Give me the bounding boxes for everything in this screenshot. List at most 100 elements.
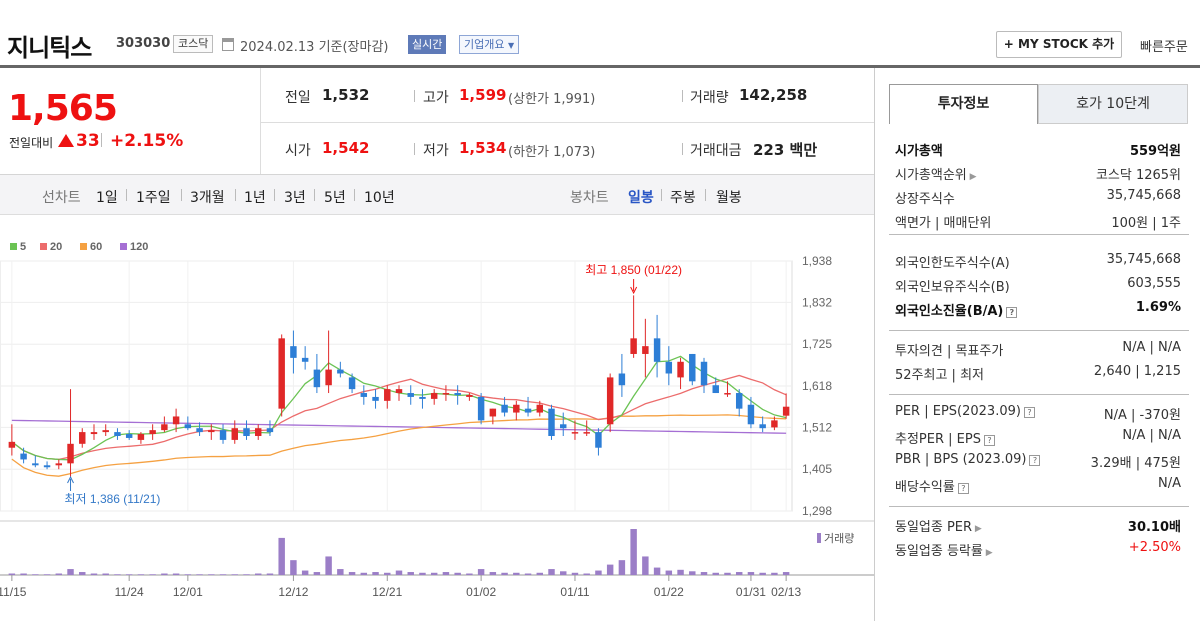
- candle-body: [90, 432, 98, 435]
- info-row: PER | EPS(2023.09)? N/A | -370원: [895, 404, 1181, 424]
- info-row: 외국인한도주식수(A) 35,745,668: [895, 252, 1181, 272]
- period-10y[interactable]: 10년: [364, 190, 395, 206]
- candle-body: [712, 385, 719, 394]
- section-divider: [889, 234, 1189, 235]
- volume-bar: [79, 572, 86, 575]
- volume-bar: [771, 572, 778, 575]
- divider: [314, 189, 315, 201]
- divider: [260, 122, 874, 123]
- info-key[interactable]: 동일업종 PER ▶: [895, 516, 982, 535]
- candle-body: [653, 338, 661, 362]
- candle-body: [137, 434, 145, 440]
- period-5y[interactable]: 5년: [324, 190, 346, 206]
- upper-limit: (상한가 1,991): [508, 92, 596, 107]
- volume-bar: [90, 573, 98, 575]
- candle-weekly[interactable]: 주봉: [670, 190, 696, 206]
- candle-body: [372, 396, 379, 401]
- candlestick-chart[interactable]: 5 20 60 120 1,938 1,832 1,725 1,618 1,512 1,405 1,…: [0, 215, 874, 621]
- chevron-right-icon[interactable]: ▶: [966, 172, 977, 182]
- info-key[interactable]: 시가총액순위 ▶: [895, 164, 977, 183]
- candle-body: [524, 408, 532, 413]
- help-icon[interactable]: ?: [1006, 307, 1018, 318]
- help-icon[interactable]: ?: [1029, 455, 1041, 466]
- info-row: 추정PER | EPS? N/A | N/A: [895, 428, 1181, 448]
- info-key-text: 액면가 | 매매단위: [895, 216, 992, 231]
- candle-body: [771, 420, 778, 428]
- period-1y[interactable]: 1년: [244, 190, 266, 206]
- y-tick-label: 1,618: [802, 379, 832, 393]
- info-row: 시가총액 559억원: [895, 140, 1181, 160]
- period-1d[interactable]: 1일: [96, 190, 118, 206]
- volume-bar: [395, 570, 403, 575]
- candle-body: [208, 430, 215, 433]
- candle-body: [161, 424, 168, 431]
- volume-bar: [43, 574, 51, 575]
- volume-bar: [689, 571, 696, 575]
- info-value: 1.69%: [1135, 300, 1181, 315]
- volume-bar: [8, 573, 16, 575]
- chevron-right-icon[interactable]: ▶: [982, 548, 993, 558]
- line-chart-label: 선차트: [42, 190, 81, 206]
- candle-body: [583, 432, 590, 434]
- stock-name: 지니틱스: [7, 34, 92, 62]
- add-my-stock-label: + MY STOCK 추가: [1003, 37, 1115, 51]
- divider: [705, 189, 706, 201]
- info-key-text: 배당수익률: [895, 480, 955, 495]
- info-value: +2.50%: [1128, 540, 1181, 555]
- add-my-stock-button[interactable]: + MY STOCK 추가: [996, 31, 1122, 58]
- help-icon[interactable]: ?: [1023, 407, 1035, 418]
- info-key: 52주최고 | 최저: [895, 364, 984, 383]
- prev-close-label: 전일: [285, 90, 311, 106]
- divider: [414, 143, 415, 155]
- low-label: 저가: [423, 143, 449, 159]
- chevron-right-icon[interactable]: ▶: [972, 524, 982, 534]
- info-key-text: 투자의견 | 목표주가: [895, 344, 1004, 359]
- candle-body: [630, 338, 637, 354]
- candle-body: [747, 404, 755, 425]
- period-3m[interactable]: 3개월: [190, 190, 225, 206]
- amount-label: 거래대금: [690, 143, 742, 159]
- company-overview-dropdown[interactable]: 기업개요 ▼: [459, 35, 520, 54]
- volume-bar: [513, 572, 520, 575]
- ma120-line: [11, 419, 787, 434]
- volume-bar: [102, 573, 109, 575]
- volume-bar: [55, 573, 63, 575]
- candle-body: [489, 408, 497, 417]
- period-1w[interactable]: 1주일: [136, 190, 171, 206]
- help-icon[interactable]: ?: [983, 435, 995, 446]
- info-row: 배당수익률? N/A: [895, 476, 1181, 496]
- volume-bar: [642, 556, 649, 575]
- candle-body: [301, 357, 309, 362]
- info-row: 동일업종 등락률 ▶ +2.50%: [895, 540, 1181, 560]
- info-value: 35,745,668: [1106, 252, 1181, 267]
- tab-investment-info[interactable]: 투자정보: [889, 84, 1038, 124]
- candle-body: [313, 369, 321, 388]
- stock-header: 지니틱스 303030 코스닥 2024.02.13 기준(장마감) 실시간 기…: [0, 22, 1200, 66]
- y-tick-label: 1,298: [802, 504, 832, 518]
- diff-separator: [101, 133, 102, 147]
- volume-bar: [489, 572, 497, 575]
- candle-body: [571, 432, 579, 434]
- candle-body: [536, 404, 544, 413]
- volume-bar: [630, 529, 637, 575]
- info-row: 투자의견 | 목표주가 N/A | N/A: [895, 340, 1181, 360]
- info-row: 시가총액순위 ▶ 코스닥 1265위: [895, 164, 1181, 184]
- high-annotation: 최고 1,850 (01/22): [585, 263, 682, 277]
- help-icon[interactable]: ?: [957, 483, 969, 494]
- info-key: 시가총액: [895, 140, 943, 159]
- candle-body: [430, 393, 438, 399]
- candle-body: [700, 361, 708, 386]
- candle-monthly[interactable]: 월봉: [716, 190, 742, 206]
- candle-body: [501, 404, 508, 413]
- quick-order-link[interactable]: 빠른주문: [1140, 40, 1188, 55]
- candle-body: [196, 428, 203, 433]
- candle-daily[interactable]: 일봉: [628, 190, 654, 206]
- info-key[interactable]: 동일업종 등락률 ▶: [895, 540, 993, 559]
- divider: [235, 189, 236, 201]
- tab-order-book[interactable]: 호가 10단계: [1038, 84, 1188, 124]
- period-3y[interactable]: 3년: [284, 190, 306, 206]
- section-divider: [889, 394, 1189, 395]
- realtime-button[interactable]: 실시간: [408, 35, 447, 54]
- volume-bar: [266, 573, 274, 575]
- candle-body: [266, 428, 274, 433]
